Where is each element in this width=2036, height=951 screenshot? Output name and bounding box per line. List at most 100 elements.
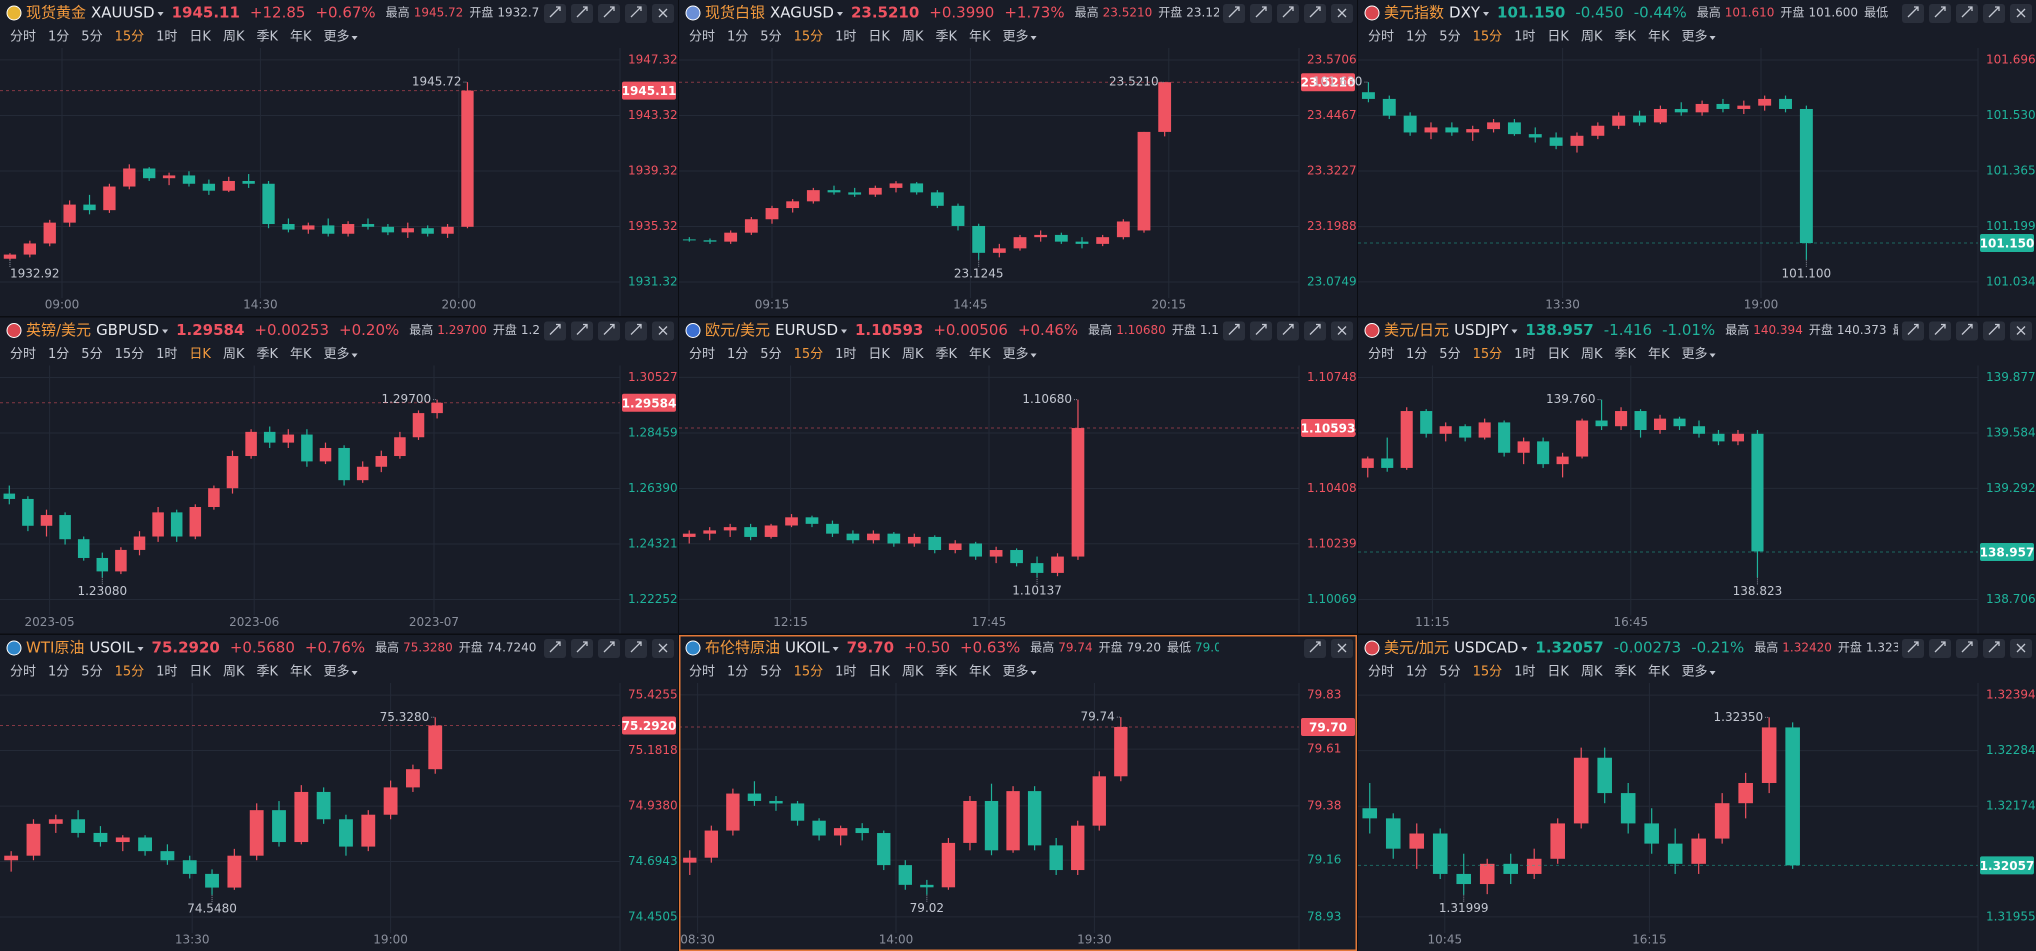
timeframe-tab[interactable]: 5分 [1439,347,1460,362]
timeframe-tab[interactable]: 年K [1648,347,1670,362]
timeframe-tab[interactable]: 5分 [1439,665,1460,680]
timeframe-tab[interactable]: 5分 [760,347,781,362]
timeframe-tab[interactable]: 季K [935,347,957,362]
toolbar-button[interactable] [1956,4,1978,23]
chart-panel[interactable]: 现货白银 XAGUSD 23.5210 +0.3990 +1.73% 最高 23.5210 开… [679,0,1357,316]
timeframe-tab[interactable]: 更多 [1003,346,1029,362]
timeframe-tab[interactable]: 分时 [10,665,36,680]
timeframe-tab[interactable]: 季K [256,30,278,45]
timeframe-tab[interactable]: 周K [223,665,245,680]
toolbar-button[interactable] [1223,321,1245,341]
timeframe-tab[interactable]: 15分 [115,347,145,362]
timeframe-tab[interactable]: 日K [1547,665,1569,680]
chart-panel[interactable]: 美元/日元 USDJPY 138.957 -1.416 -1.01% 最高 140.394 开… [1358,317,2036,634]
timeframe-tab[interactable]: 周K [902,30,924,45]
timeframe-tab[interactable]: 更多 [324,664,350,680]
timeframe-tab[interactable]: 更多 [324,346,350,362]
timeframe-tab[interactable]: 5分 [81,30,102,45]
toolbar-button[interactable] [1277,4,1299,23]
timeframe-tab[interactable]: 1时 [156,30,177,45]
timeframe-tab[interactable]: 分时 [10,347,36,362]
timeframe-tab[interactable]: 年K [969,30,991,45]
toolbar-button[interactable] [1250,4,1272,23]
timeframe-tab[interactable]: 日K [868,30,890,45]
timeframe-tab[interactable]: 年K [290,665,312,680]
timeframe-tab[interactable]: 15分 [794,665,824,680]
timeframe-tab[interactable]: 1时 [835,347,856,362]
timeframe-tab[interactable]: 1分 [1406,665,1427,680]
timeframe-tab[interactable]: 年K [969,347,991,362]
timeframe-tab[interactable]: 5分 [1439,30,1460,45]
toolbar-button[interactable] [1304,321,1326,341]
timeframe-tab[interactable]: 15分 [115,665,145,680]
chart-panel[interactable]: 布伦特原油 UKOIL 79.70 +0.50 +0.63% 最高 79.74 开盘 79.20… [679,635,1357,951]
toolbar-button[interactable] [1983,639,2005,658]
toolbar-button[interactable] [1929,639,1951,658]
timeframe-tab[interactable]: 日K [189,665,211,680]
timeframe-tab[interactable]: 15分 [794,347,824,362]
toolbar-button[interactable] [1983,321,2005,341]
timeframe-tab[interactable]: 日K [189,347,211,362]
toolbar-button[interactable] [1956,321,1978,341]
timeframe-tab[interactable]: 周K [223,30,245,45]
toolbar-button[interactable] [1902,321,1924,341]
timeframe-tab[interactable]: 更多 [1003,29,1029,45]
toolbar-button[interactable] [598,639,620,658]
timeframe-tab[interactable]: 分时 [10,30,36,45]
timeframe-tab[interactable]: 更多 [1682,664,1708,680]
timeframe-tab[interactable]: 1分 [1406,30,1427,45]
timeframe-tab[interactable]: 更多 [1003,664,1029,680]
toolbar-button[interactable] [571,4,593,23]
timeframe-tab[interactable]: 15分 [1473,30,1503,45]
toolbar-button[interactable] [625,4,647,23]
chart-panel[interactable]: WTI原油 USOIL 75.2920 +0.5680 +0.76% 最高 75.3280 开… [0,635,678,951]
timeframe-tab[interactable]: 日K [189,30,211,45]
toolbar-button[interactable] [571,639,593,658]
toolbar-button[interactable] [1902,639,1924,658]
timeframe-tab[interactable]: 季K [1614,665,1636,680]
timeframe-tab[interactable]: 分时 [1368,30,1394,45]
timeframe-tab[interactable]: 更多 [324,29,350,45]
timeframe-tab[interactable]: 15分 [1473,665,1503,680]
toolbar-button[interactable] [1929,321,1951,341]
timeframe-tab[interactable]: 1时 [1514,665,1535,680]
toolbar-button[interactable] [544,4,566,23]
timeframe-tab[interactable]: 5分 [81,665,102,680]
timeframe-tab[interactable]: 分时 [1368,665,1394,680]
chart-panel[interactable]: 美元/加元 USDCAD 1.32057 -0.00273 -0.21% 最高 1.3242… [1358,635,2036,951]
timeframe-tab[interactable]: 1分 [1406,347,1427,362]
timeframe-tab[interactable]: 季K [256,665,278,680]
timeframe-tab[interactable]: 年K [1648,665,1670,680]
timeframe-tab[interactable]: 日K [1547,30,1569,45]
timeframe-tab[interactable]: 5分 [760,665,781,680]
timeframe-tab[interactable]: 1时 [835,30,856,45]
timeframe-tab[interactable]: 周K [902,665,924,680]
timeframe-tab[interactable]: 1时 [1514,347,1535,362]
timeframe-tab[interactable]: 5分 [760,30,781,45]
toolbar-button[interactable] [1304,4,1326,23]
timeframe-tab[interactable]: 季K [256,347,278,362]
toolbar-button[interactable] [625,639,647,658]
toolbar-button[interactable] [625,321,647,341]
timeframe-tab[interactable]: 1时 [156,665,177,680]
timeframe-tab[interactable]: 季K [935,30,957,45]
timeframe-tab[interactable]: 1分 [727,30,748,45]
toolbar-button[interactable] [598,4,620,23]
timeframe-tab[interactable]: 季K [935,665,957,680]
timeframe-tab[interactable]: 分时 [689,665,715,680]
toolbar-button[interactable] [571,321,593,341]
timeframe-tab[interactable]: 周K [902,347,924,362]
timeframe-tab[interactable]: 年K [290,347,312,362]
timeframe-tab[interactable]: 分时 [689,347,715,362]
timeframe-tab[interactable]: 周K [1581,30,1603,45]
timeframe-tab[interactable]: 1分 [48,347,69,362]
chart-panel[interactable]: 英镑/美元 GBPUSD 1.29584 +0.00253 +0.20% 最高 1.2970… [0,317,678,634]
timeframe-tab[interactable]: 1分 [48,665,69,680]
timeframe-tab[interactable]: 1分 [48,30,69,45]
chart-panel[interactable]: 现货黄金 XAUUSD 1945.11 +12.85 +0.67% 最高 1945.72 开盘… [0,0,678,316]
toolbar-button[interactable] [1250,321,1272,341]
timeframe-tab[interactable]: 周K [223,347,245,362]
timeframe-tab[interactable]: 1时 [1514,30,1535,45]
timeframe-tab[interactable]: 15分 [794,30,824,45]
timeframe-tab[interactable]: 分时 [1368,347,1394,362]
